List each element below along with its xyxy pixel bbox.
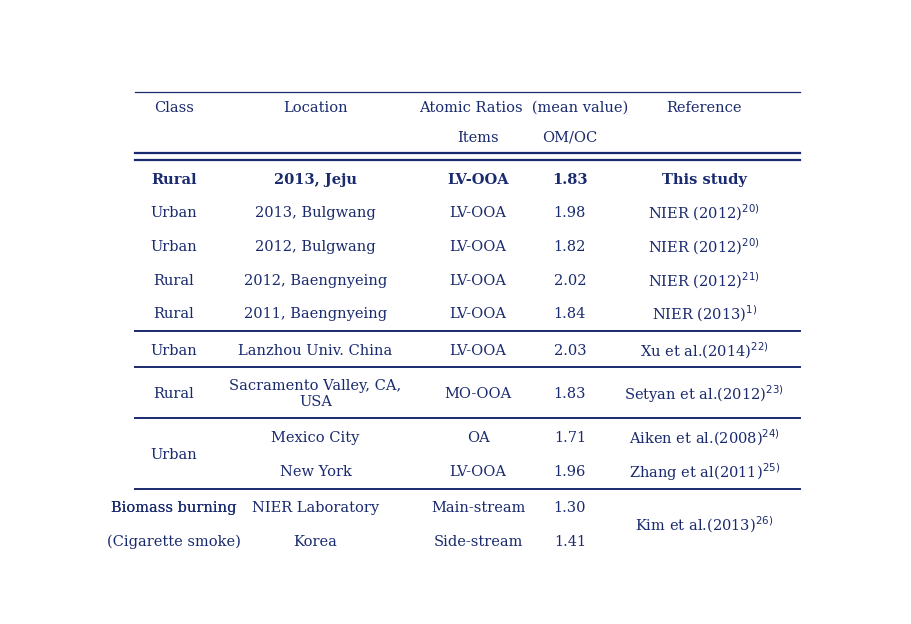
Text: Reference: Reference <box>666 101 742 115</box>
Text: Biomass burning: Biomass burning <box>111 501 237 515</box>
Text: Rural: Rural <box>154 273 194 288</box>
Text: Location: Location <box>282 101 347 115</box>
Text: Xu et al.(2014)$^{22)}$: Xu et al.(2014)$^{22)}$ <box>640 341 768 361</box>
Text: Aiken et al.(2008)$^{24)}$: Aiken et al.(2008)$^{24)}$ <box>628 428 779 448</box>
Text: 2012, Baengnyeing: 2012, Baengnyeing <box>243 273 386 288</box>
Text: 1.96: 1.96 <box>553 465 586 479</box>
Text: 1.83: 1.83 <box>551 173 587 187</box>
Text: Rural: Rural <box>151 173 197 187</box>
Text: 1.84: 1.84 <box>553 307 586 321</box>
Text: 1.98: 1.98 <box>553 207 586 220</box>
Text: LV-OOA: LV-OOA <box>449 240 506 254</box>
Text: Korea: Korea <box>293 535 337 549</box>
Text: 2011, Baengnyeing: 2011, Baengnyeing <box>243 307 386 321</box>
Text: Items: Items <box>456 130 498 145</box>
Text: NIER Laboratory: NIER Laboratory <box>251 501 379 515</box>
Text: Zhang et al(2011)$^{25)}$: Zhang et al(2011)$^{25)}$ <box>628 461 779 482</box>
Text: MO-OOA: MO-OOA <box>444 388 511 401</box>
Text: Rural: Rural <box>154 388 194 401</box>
Text: Side-stream: Side-stream <box>433 535 522 549</box>
Text: LV-OOA: LV-OOA <box>449 465 506 479</box>
Text: 2013, Bulgwang: 2013, Bulgwang <box>255 207 375 220</box>
Text: Lanzhou Univ. China: Lanzhou Univ. China <box>238 344 392 358</box>
Text: Setyan et al.(2012)$^{23)}$: Setyan et al.(2012)$^{23)}$ <box>624 384 783 405</box>
Text: LV-OOA: LV-OOA <box>449 273 506 288</box>
Text: Sacramento Valley, CA,
USA: Sacramento Valley, CA, USA <box>229 379 401 409</box>
Text: LV-OOA: LV-OOA <box>446 173 508 187</box>
Text: (Cigarette smoke): (Cigarette smoke) <box>107 535 241 549</box>
Text: LV-OOA: LV-OOA <box>449 207 506 220</box>
Text: OM/OC: OM/OC <box>542 130 597 145</box>
Text: NIER (2013)$^{1)}$: NIER (2013)$^{1)}$ <box>650 304 756 324</box>
Text: OA: OA <box>466 431 489 445</box>
Text: 1.83: 1.83 <box>553 388 586 401</box>
Text: LV-OOA: LV-OOA <box>449 344 506 358</box>
Text: 2.03: 2.03 <box>553 344 586 358</box>
Text: Urban: Urban <box>150 448 198 462</box>
Text: LV-OOA: LV-OOA <box>449 307 506 321</box>
Text: Kim et al.(2013)$^{26)}$: Kim et al.(2013)$^{26)}$ <box>634 515 773 535</box>
Text: Atomic Ratios  (mean value): Atomic Ratios (mean value) <box>419 101 628 115</box>
Text: Rural: Rural <box>154 307 194 321</box>
Text: 1.82: 1.82 <box>553 240 586 254</box>
Text: NIER (2012)$^{21)}$: NIER (2012)$^{21)}$ <box>648 270 759 291</box>
Text: Biomass burning: Biomass burning <box>111 501 237 515</box>
Text: Urban: Urban <box>150 240 198 254</box>
Text: 2013, Jeju: 2013, Jeju <box>273 173 356 187</box>
Text: Urban: Urban <box>150 344 198 358</box>
Text: 1.71: 1.71 <box>553 431 585 445</box>
Text: Class: Class <box>154 101 194 115</box>
Text: 2012, Bulgwang: 2012, Bulgwang <box>255 240 375 254</box>
Text: New York: New York <box>279 465 351 479</box>
Text: 1.41: 1.41 <box>553 535 585 549</box>
Text: This study: This study <box>661 173 746 187</box>
Text: NIER (2012)$^{20)}$: NIER (2012)$^{20)}$ <box>648 236 759 257</box>
Text: 2.02: 2.02 <box>553 273 586 288</box>
Text: Urban: Urban <box>150 207 198 220</box>
Text: Main-stream: Main-stream <box>430 501 525 515</box>
Text: 1.30: 1.30 <box>553 501 586 515</box>
Text: Mexico City: Mexico City <box>271 431 359 445</box>
Text: NIER (2012)$^{20)}$: NIER (2012)$^{20)}$ <box>648 203 759 223</box>
